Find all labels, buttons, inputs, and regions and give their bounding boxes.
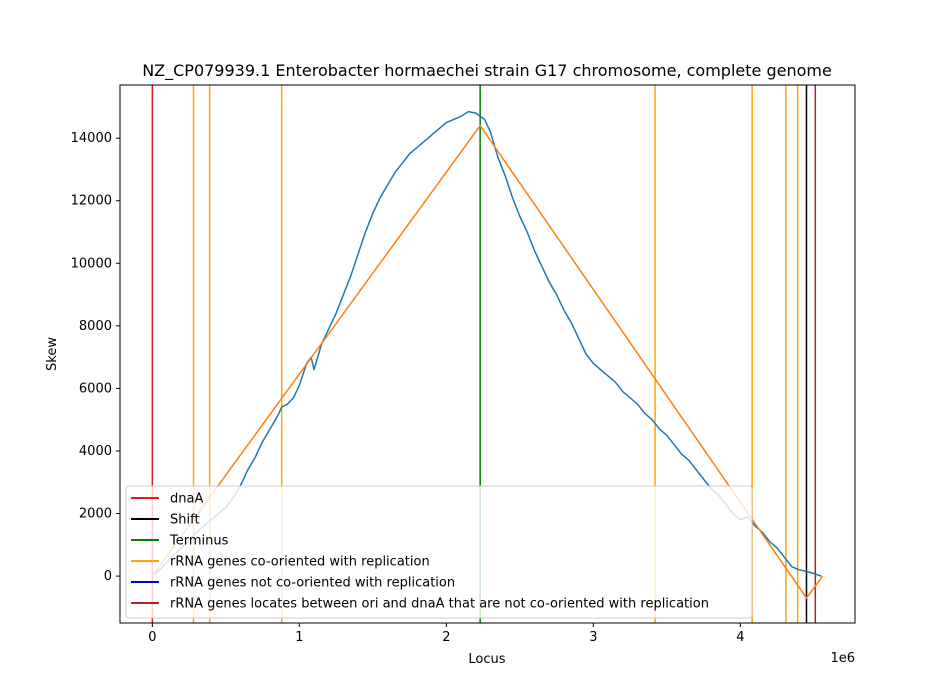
x-tick-label: 1 xyxy=(295,630,303,645)
plot-area xyxy=(151,85,824,623)
legend-label-shift: Shift xyxy=(170,513,200,528)
fit-line xyxy=(151,124,824,600)
legend: dnaA Shift Terminus rRNA genes co-oriented … xyxy=(125,485,753,619)
y-tick-label: 14000 xyxy=(71,131,112,146)
skew-line xyxy=(151,110,822,577)
legend-label-rrna_between: rRNA genes locates between ori and dnaA … xyxy=(170,597,709,612)
y-tick-label: 8000 xyxy=(79,319,112,334)
y-tick-label: 2000 xyxy=(79,507,112,522)
y-tick-label: 0 xyxy=(104,569,112,584)
y-tick-label: 6000 xyxy=(79,381,112,396)
y-tick-label: 4000 xyxy=(79,444,112,459)
chart-title: NZ_CP079939.1 Enterobacter hormaechei st… xyxy=(142,61,832,81)
x-axis-offset-text: 1e6 xyxy=(830,651,855,666)
x-axis-label: Locus xyxy=(468,652,505,667)
x-tick-label: 2 xyxy=(442,630,450,645)
legend-label-rrna_not_co: rRNA genes not co-oriented with replicat… xyxy=(170,576,455,591)
x-tick-label: 3 xyxy=(589,630,597,645)
y-tick-label: 10000 xyxy=(71,256,112,271)
x-tick-label: 0 xyxy=(148,630,156,645)
axes-frame xyxy=(119,84,856,624)
legend-box xyxy=(125,485,753,619)
axes: 0 1 2 3 4 0 2000 4000 6000 8000 10000 12000 14000 xyxy=(71,131,745,645)
legend-label-terminus: Terminus xyxy=(169,534,229,549)
y-tick-label: 12000 xyxy=(71,194,112,209)
legend-label-rrna_co: rRNA genes co-oriented with replication xyxy=(170,555,430,570)
y-axis-label: Skew xyxy=(45,337,60,371)
legend-label-dnaA: dnaA xyxy=(170,492,203,507)
x-tick-label: 4 xyxy=(736,630,744,645)
